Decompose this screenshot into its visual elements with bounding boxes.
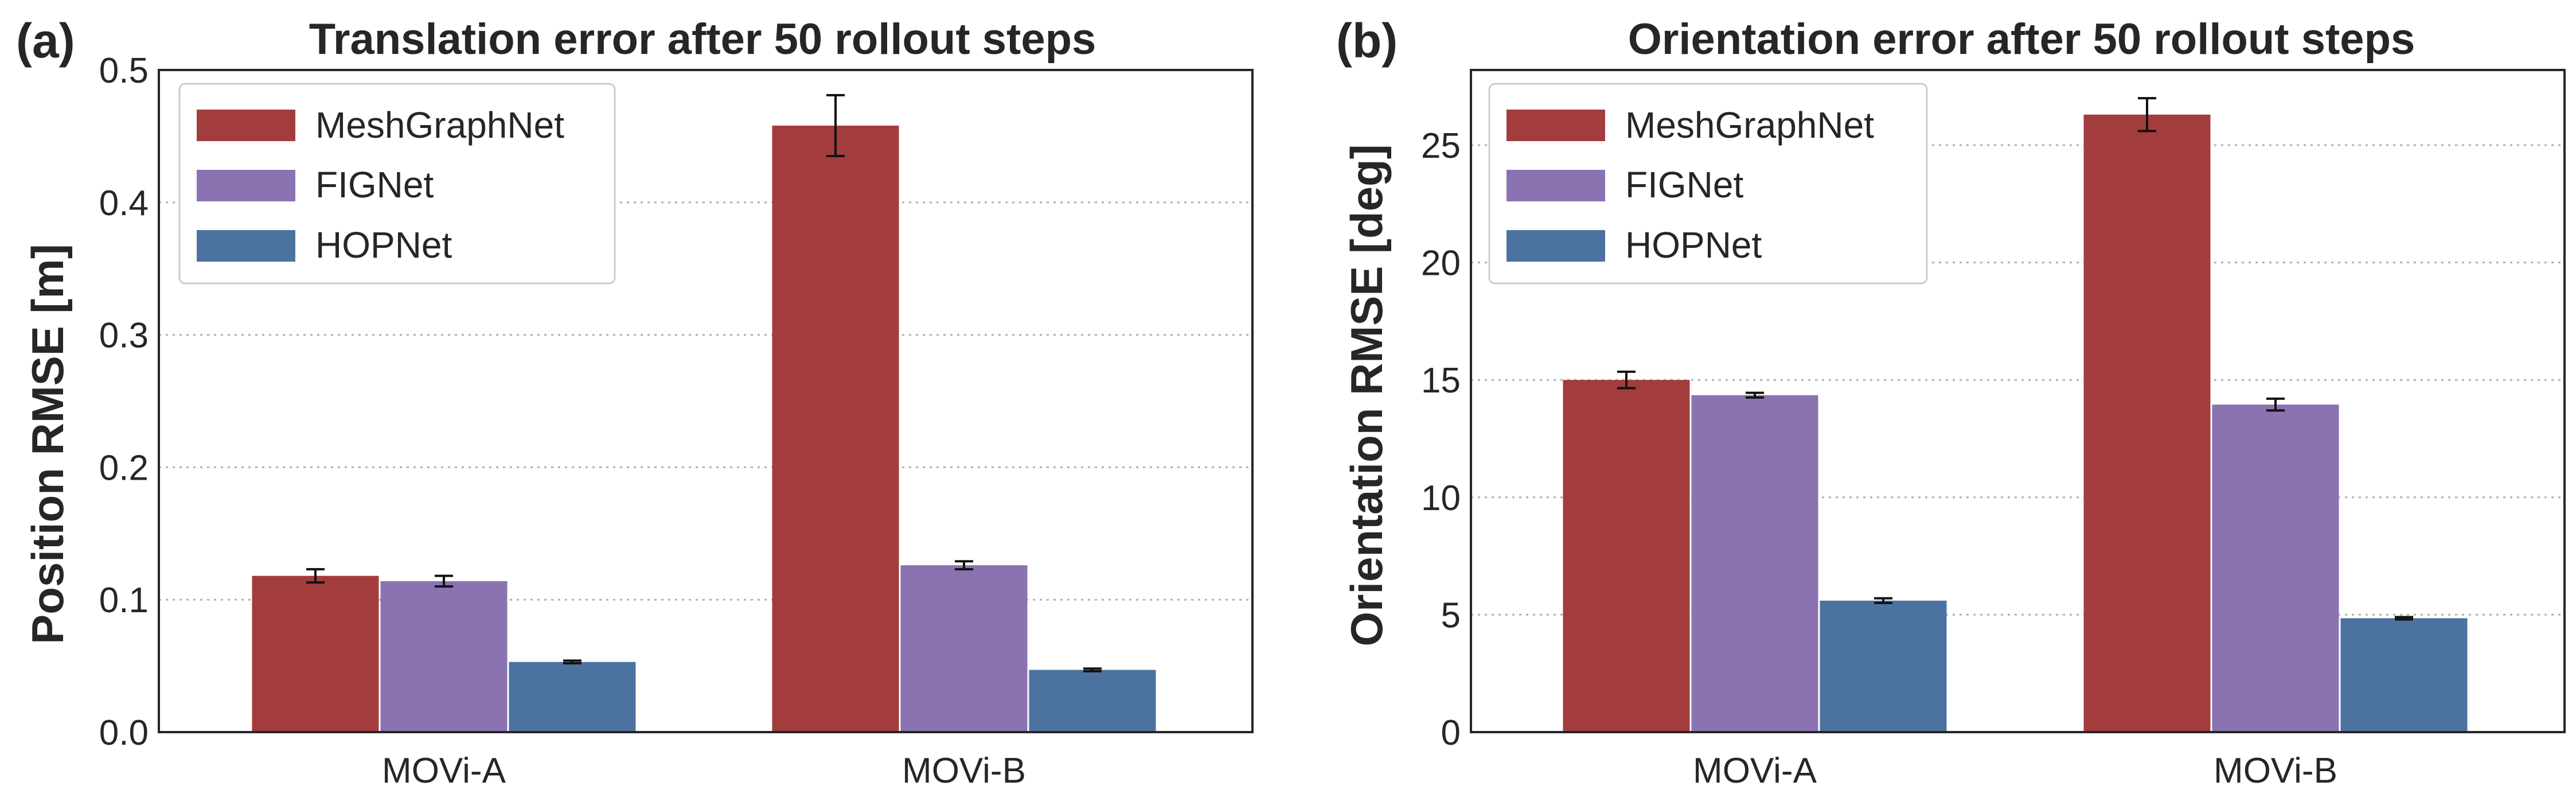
legend-label-fignet: FIGNet [1625, 164, 1743, 205]
error-bar-hopnet-movi-a [1874, 597, 1892, 604]
x-tick-label-movi-b: MOVi-B [902, 751, 1026, 791]
bar-fignet-movi-a [380, 581, 508, 732]
legend-swatch-meshgraphnet [197, 110, 295, 141]
panel-a-title: Translation error after 50 rollout steps [309, 15, 1096, 64]
bar-meshgraphnet-movi-b [772, 125, 899, 732]
error-bar-fignet-movi-b [955, 560, 973, 571]
error-bar-meshgraphnet-movi-b [2138, 97, 2156, 133]
bar-meshgraphnet-movi-b [2083, 114, 2211, 733]
legend-label-hopnet: HOPNet [1625, 224, 1762, 266]
panel-a-bars [252, 125, 1156, 732]
error-bar-fignet-movi-a [1746, 391, 1764, 399]
legend-label-meshgraphnet: MeshGraphNet [315, 104, 564, 146]
bar-hopnet-movi-b [1029, 670, 1156, 732]
bar-fignet-movi-b [2212, 404, 2339, 732]
bar-meshgraphnet-movi-a [1563, 380, 1690, 732]
panel-b-bars [1563, 114, 2468, 733]
legend-swatch-meshgraphnet [1506, 110, 1605, 141]
bar-fignet-movi-b [900, 565, 1028, 732]
panel-b-title: Orientation error after 50 rollout steps [1628, 15, 2415, 64]
y-tick-label: 5 [1441, 596, 1461, 635]
legend-swatch-hopnet [1506, 230, 1605, 262]
panel-a-y-ticks: 0.0 0.1 0.2 0.3 0.4 0.5 [99, 51, 149, 753]
error-bar-fignet-movi-b [2266, 397, 2285, 412]
bar-hopnet-movi-a [509, 662, 636, 732]
panel-b-error-bars [1617, 97, 2413, 621]
y-tick-label: 0 [1441, 713, 1461, 753]
legend-swatch-fignet [1506, 170, 1605, 201]
error-bar-fignet-movi-a [435, 574, 453, 588]
y-tick-label: 20 [1421, 244, 1461, 283]
panel-b-plot-frame [1470, 69, 2566, 733]
panel-b: (b) Orientation error after 50 rollout s… [1336, 14, 2566, 791]
y-tick-label: 10 [1421, 479, 1461, 518]
panel-a-x-ticks: MOVi-A MOVi-B [382, 751, 1026, 791]
panel-a-y-axis-label: Position RMSE [m] [22, 244, 73, 644]
legend-label-hopnet: HOPNet [315, 224, 452, 266]
error-bar-hopnet-movi-b [2395, 616, 2413, 621]
x-tick-label-movi-b: MOVi-B [2214, 751, 2337, 791]
panel-b-label: (b) [1336, 14, 1398, 68]
bar-hopnet-movi-a [1820, 600, 1947, 732]
panel-b-x-ticks: MOVi-A MOVi-B [1693, 751, 2337, 791]
legend-label-fignet: FIGNet [315, 164, 434, 205]
panel-a-plot-frame [158, 69, 1254, 733]
panel-a-error-bars [306, 94, 1102, 672]
x-tick-label-movi-a: MOVi-A [1693, 751, 1817, 791]
legend-swatch-fignet [197, 170, 295, 201]
panel-a: (a) Translation error after 50 rollout s… [16, 14, 1254, 791]
error-bar-hopnet-movi-a [563, 659, 581, 664]
y-tick-label: 0.5 [99, 51, 149, 91]
y-tick-label: 15 [1421, 361, 1461, 400]
y-tick-label: 0.4 [99, 184, 149, 223]
y-tick-label: 0.2 [99, 448, 149, 488]
bar-hopnet-movi-b [2340, 618, 2468, 732]
panel-b-y-axis-label: Orientation RMSE [deg] [1341, 144, 1392, 646]
panel-a-label: (a) [16, 14, 75, 68]
y-tick-label: 0.1 [99, 581, 149, 620]
bar-fignet-movi-a [1691, 395, 1818, 732]
bar-meshgraphnet-movi-a [252, 575, 379, 732]
error-bar-meshgraphnet-movi-a [1617, 370, 1636, 390]
legend-label-meshgraphnet: MeshGraphNet [1625, 104, 1874, 146]
y-tick-label: 0.0 [99, 713, 149, 753]
panel-b-y-ticks: 0 5 10 15 20 25 [1421, 126, 1461, 753]
error-bar-meshgraphnet-movi-b [826, 94, 845, 158]
y-tick-label: 0.3 [99, 316, 149, 356]
error-bar-meshgraphnet-movi-a [306, 568, 325, 584]
error-bar-hopnet-movi-b [1083, 667, 1102, 672]
x-tick-label-movi-a: MOVi-A [382, 751, 506, 791]
y-tick-label: 25 [1421, 126, 1461, 166]
panel-b-legend: MeshGraphNet FIGNet HOPNet [1488, 83, 1928, 285]
panel-a-legend: MeshGraphNet FIGNet HOPNet [178, 83, 616, 285]
legend-swatch-hopnet [197, 230, 295, 262]
